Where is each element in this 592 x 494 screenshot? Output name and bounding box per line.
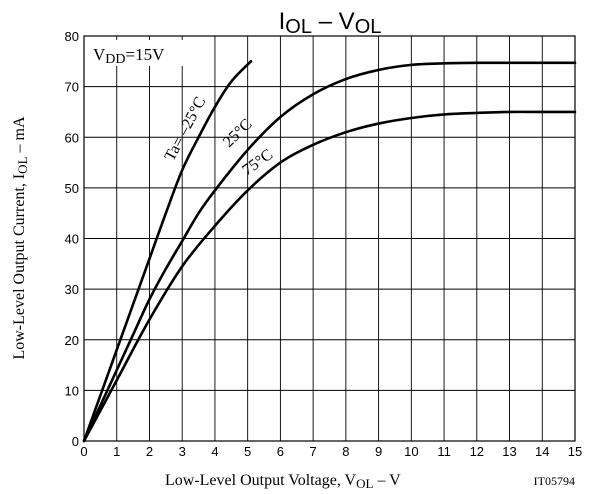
x-axis-label: Low-Level Output Voltage, VOL – V xyxy=(165,472,401,491)
series-line-25 xyxy=(82,61,577,443)
x-tick-label-6: 6 xyxy=(277,444,284,459)
y-axis-label: Low-Level Output Current, IOL – mA xyxy=(11,116,30,360)
x-tick-label-1: 1 xyxy=(113,444,120,459)
y-tick-label-70: 70 xyxy=(65,80,79,95)
x-tick-label-7: 7 xyxy=(310,444,317,459)
vdd-label-background xyxy=(88,40,190,66)
y-tick-label-30: 30 xyxy=(65,282,79,297)
vdd-label-sub: DD xyxy=(105,52,125,67)
x-tick-label-14: 14 xyxy=(535,444,549,459)
x-tick-label-12: 12 xyxy=(470,444,484,459)
x-axis-label-text: Low-Level Output Voltage, V xyxy=(165,472,357,489)
x-tick-label-0: 0 xyxy=(80,444,87,459)
x-tick-label-13: 13 xyxy=(502,444,516,459)
x-tick-label-11: 11 xyxy=(437,444,451,459)
x-tick-label-2: 2 xyxy=(146,444,153,459)
series-line-minus25 xyxy=(82,60,253,443)
figure-code: IT05794 xyxy=(534,474,575,488)
y-tick-label-40: 40 xyxy=(65,232,79,247)
title-dash-v: – V xyxy=(312,8,355,35)
y-axis-label-text: Low-Level Output Current, I xyxy=(11,174,28,360)
x-tick-label-10: 10 xyxy=(404,444,418,459)
y-tick-label-50: 50 xyxy=(65,181,79,196)
series-line-75 xyxy=(82,110,577,443)
y-tick-label-0: 0 xyxy=(72,434,79,449)
vdd-label-v: V xyxy=(93,45,106,64)
title-sub-ol-2: OL xyxy=(355,16,382,38)
x-tick-label-4: 4 xyxy=(211,444,218,459)
y-tick-label-60: 60 xyxy=(65,130,79,145)
x-axis-label-sub: OL xyxy=(356,476,373,491)
title-sub-ol: OL xyxy=(285,16,312,38)
title-i: I xyxy=(279,8,286,35)
x-tick-label-9: 9 xyxy=(375,444,382,459)
y-tick-label-10: 10 xyxy=(65,383,79,398)
x-tick-label-15: 15 xyxy=(568,444,582,459)
vdd-label-value: =15V xyxy=(126,45,166,64)
x-tick-label-8: 8 xyxy=(342,444,349,459)
x-tick-label-3: 3 xyxy=(179,444,186,459)
chart-title: IOL – VOL xyxy=(279,8,382,38)
x-axis-label-unit: – V xyxy=(373,472,401,489)
y-tick-labels: 0 10 20 30 40 50 60 70 80 xyxy=(65,29,79,449)
vdd-label: VDD=15V xyxy=(93,45,165,67)
x-tick-labels: 0 1 2 3 4 5 6 7 8 9 10 11 12 13 14 15 xyxy=(80,444,582,459)
y-tick-label-80: 80 xyxy=(65,29,79,44)
x-tick-label-5: 5 xyxy=(244,444,251,459)
curve-label-75: 75°C xyxy=(239,146,276,179)
y-axis-label-unit: – mA xyxy=(11,116,28,156)
y-axis-label-sub: OL xyxy=(15,156,30,173)
y-tick-label-20: 20 xyxy=(65,333,79,348)
series-lines xyxy=(82,60,577,443)
